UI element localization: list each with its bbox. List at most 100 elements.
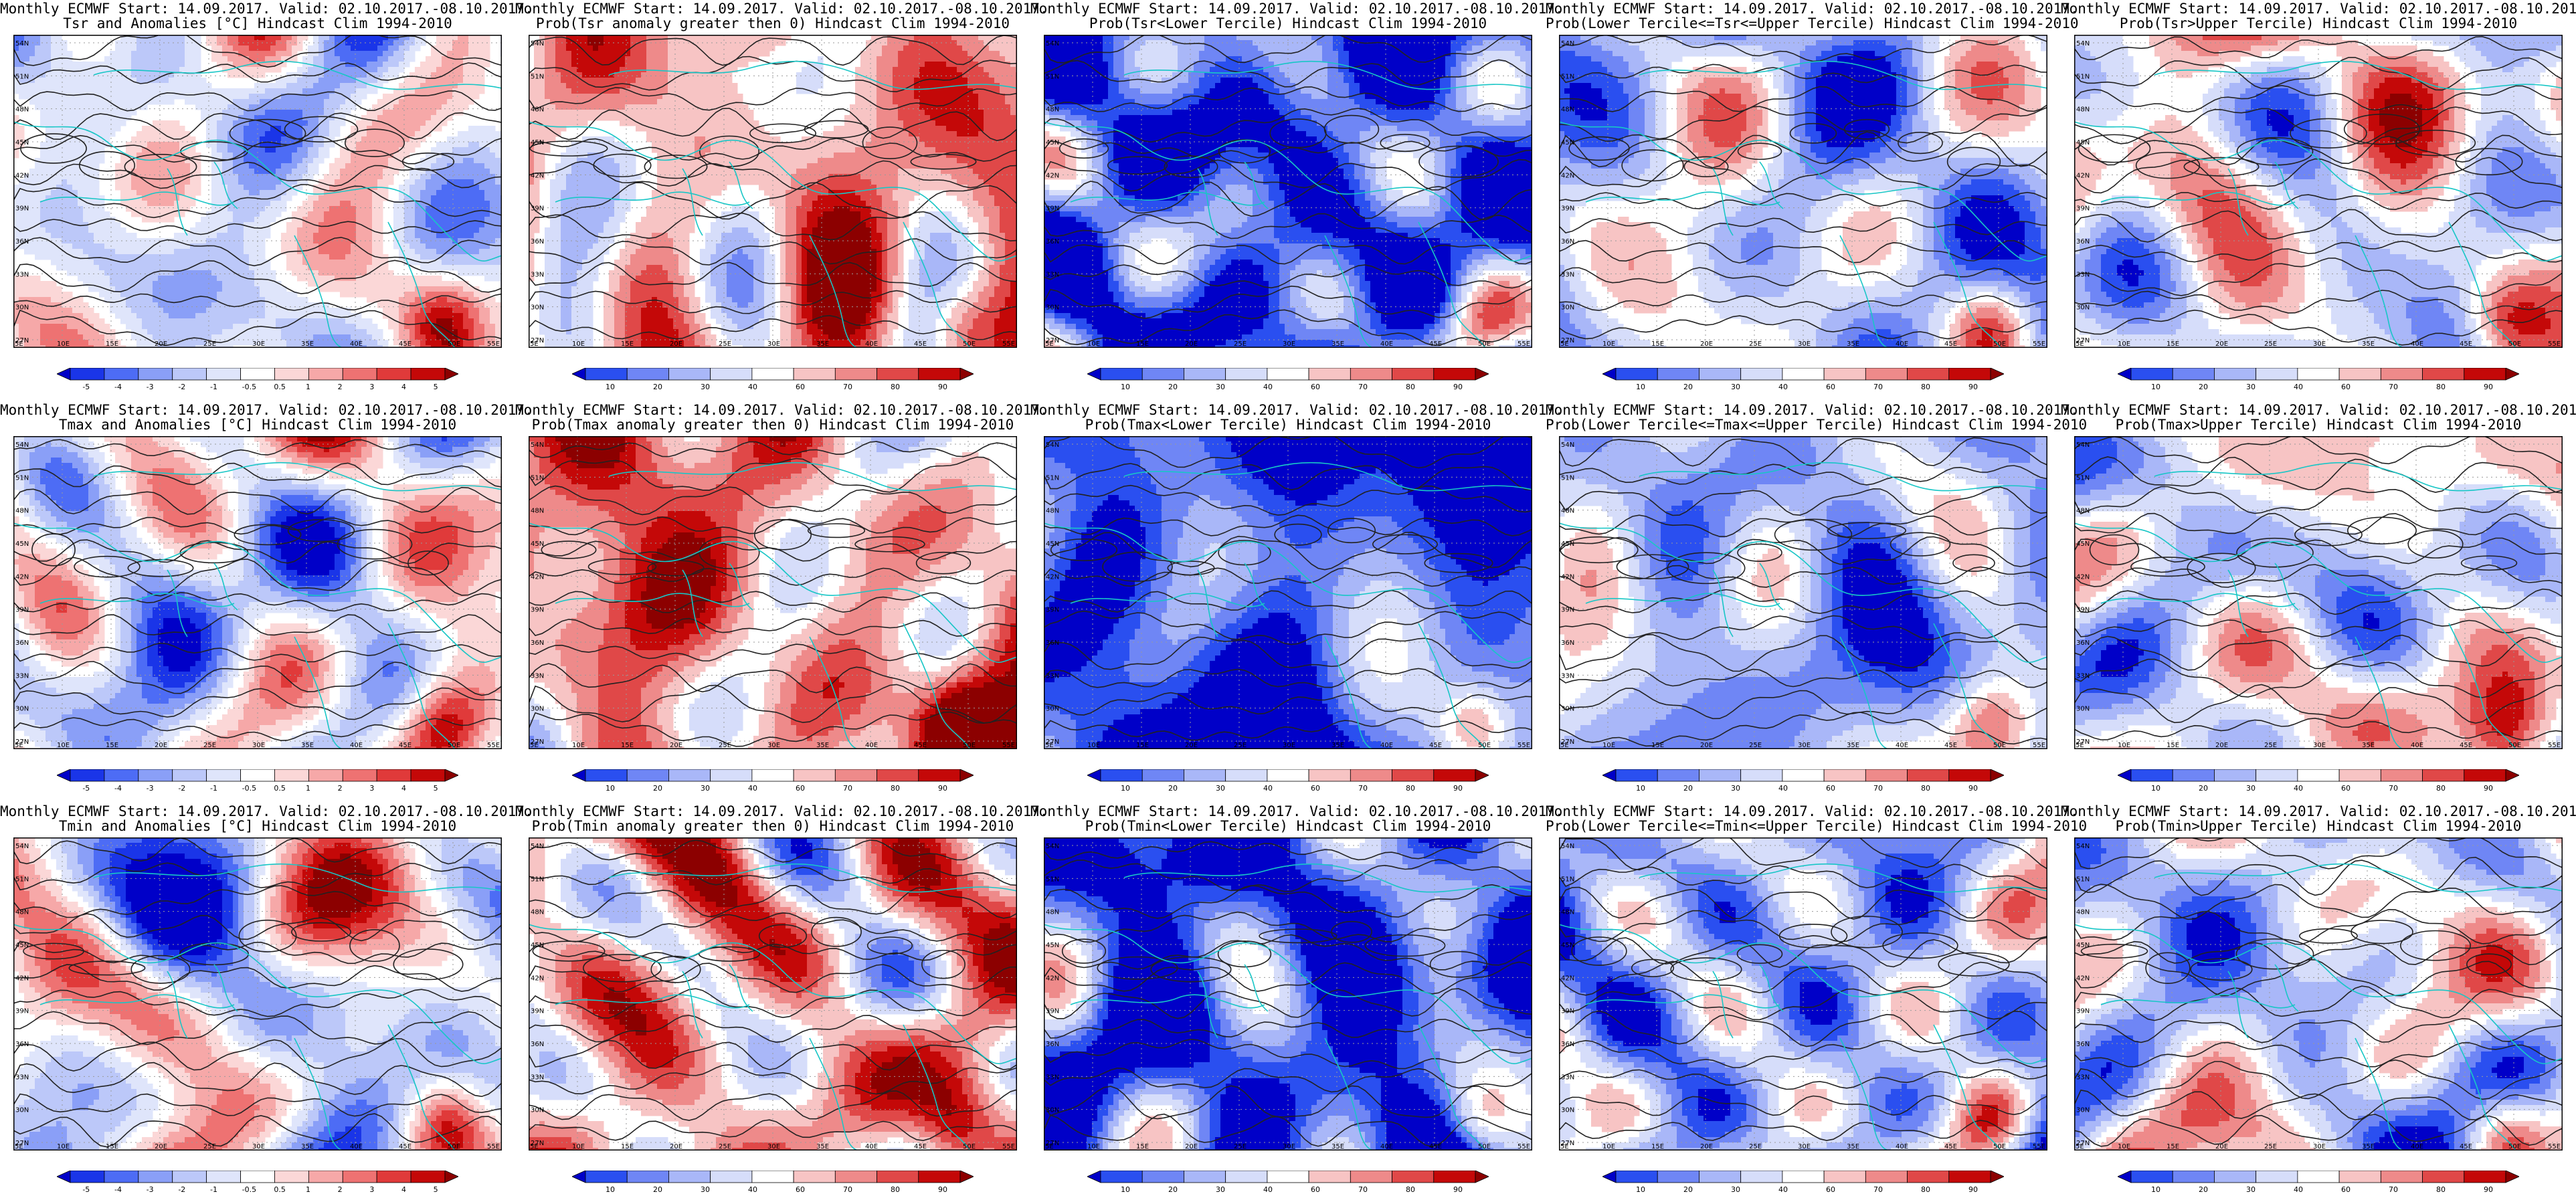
lon-tick-label: 45E (1944, 1143, 1957, 1150)
lon-tick-label: 35E (301, 742, 314, 749)
lon-tick-label: 55E (487, 1143, 500, 1150)
colorbar-tick-label: 80 (1921, 1185, 1930, 1194)
colorbar-tick-label: 30 (1216, 383, 1225, 391)
colorbar-legend: -5 -4 -3 -2 -1 -0.5 0.5 1 2 3 4 5 (57, 368, 458, 395)
lat-tick-label: 36N (2076, 238, 2090, 245)
colorbar-tick-label: 2 (338, 784, 343, 793)
colorbar-legend: 10 20 30 40 60 70 80 90 (572, 1171, 974, 1197)
forecast-map: 54N 51N 48N 45N 42N 39N 36N 33N 30N 27N 5E 10E 15E 20… (2074, 436, 2563, 749)
lon-tick-label: 55E (2033, 1143, 2045, 1150)
lon-tick-label: 5E (530, 340, 539, 348)
lon-tick-label: 15E (621, 1143, 634, 1150)
colorbar-tick-label: 70 (1358, 1185, 1368, 1194)
lon-tick-label: 35E (301, 1143, 314, 1150)
panel-title-line2: Prob(Tmin>Upper Tercile) Hindcast Clim 1… (2061, 819, 2576, 833)
lon-tick-label: 50E (1993, 742, 2006, 749)
lon-tick-label: 20E (155, 742, 167, 749)
lon-tick-label: 40E (350, 742, 363, 749)
lat-tick-label: 39N (1046, 205, 1059, 213)
colorbar-tick-label: -0.5 (242, 1185, 256, 1194)
lon-tick-label: 40E (1896, 1143, 1908, 1150)
forecast-map: 54N 51N 48N 45N 42N 39N 36N 33N 30N 27N 5E 10E 15E 20… (2074, 35, 2563, 348)
panel-title-line2: Tsr and Anomalies [°C] Hindcast Clim 199… (0, 16, 515, 31)
lon-tick-label: 55E (2548, 340, 2561, 348)
lat-tick-label: 33N (2076, 271, 2090, 278)
colorbar-tick-label: 80 (2436, 784, 2446, 793)
panel-title-line2: Prob(Lower Tercile<=Tmin<=Upper Tercile)… (1546, 819, 2061, 833)
lat-tick-label: 54N (2076, 441, 2090, 449)
lon-tick-label: 30E (767, 742, 780, 749)
colorbar-tick-label: 2 (338, 383, 343, 391)
lon-tick-label: 25E (203, 340, 216, 348)
panel-title-line2: Prob(Tmax>Upper Tercile) Hindcast Clim 1… (2061, 417, 2576, 432)
forecast-map-panel: Monthly ECMWF Start: 14.09.2017. Valid: … (1546, 0, 2061, 401)
lon-tick-label: 20E (155, 1143, 167, 1150)
lat-tick-label: 51N (2076, 876, 2090, 883)
colorbar-tick-label: 60 (2341, 1185, 2351, 1194)
lat-tick-label: 42N (531, 975, 544, 982)
lon-tick-label: 20E (2215, 340, 2228, 348)
lat-tick-label: 33N (15, 271, 29, 278)
colorbar-tick-label: 1 (306, 784, 310, 793)
lon-tick-label: 40E (2411, 742, 2423, 749)
lat-tick-label: 51N (1561, 876, 1574, 883)
lon-tick-label: 35E (1331, 742, 1344, 749)
forecast-map: 54N 51N 48N 45N 42N 39N 36N 33N 30N 27N 5E 10E 15E 20… (13, 35, 502, 348)
colorbar: 10 20 30 40 60 70 80 90 (1087, 769, 1489, 793)
colorbar-tick-label: 80 (1921, 784, 1930, 793)
lon-tick-label: 10E (1602, 1143, 1615, 1150)
lon-tick-label: 10E (572, 340, 585, 348)
forecast-map: 54N 51N 48N 45N 42N 39N 36N 33N 30N 27N 5E 10E 15E 20… (529, 436, 1017, 749)
lon-tick-label: 35E (816, 340, 829, 348)
lat-tick-label: 33N (15, 672, 29, 680)
lon-tick-label: 45E (1429, 742, 1442, 749)
lat-tick-label: 48N (531, 909, 544, 916)
forecast-map-panel: Monthly ECMWF Start: 14.09.2017. Valid: … (2061, 0, 2576, 401)
lat-tick-label: 45N (1561, 139, 1574, 146)
lat-tick-label: 48N (2076, 106, 2090, 114)
lon-tick-label: 40E (2411, 1143, 2423, 1150)
lat-tick-label: 54N (531, 40, 544, 47)
colorbar-tick-label: 80 (891, 784, 900, 793)
lon-tick-label: 5E (15, 340, 23, 348)
forecast-map-panel: Monthly ECMWF Start: 14.09.2017. Valid: … (1030, 0, 1546, 401)
forecast-map: 54N 51N 48N 45N 42N 39N 36N 33N 30N 27N 5E 10E 15E 20… (1044, 35, 1532, 348)
lon-tick-label: 30E (1798, 340, 1811, 348)
lat-tick-label: 39N (15, 1008, 29, 1015)
colorbar-tick-label: -1 (210, 784, 217, 793)
lat-tick-label: 45N (1561, 942, 1574, 949)
colorbar: 10 20 30 40 60 70 80 90 (572, 1171, 974, 1194)
colorbar-tick-label: 80 (1921, 383, 1930, 391)
lon-tick-label: 15E (1136, 340, 1149, 348)
lon-tick-label: 45E (399, 742, 411, 749)
colorbar-tick-label: 2 (338, 1185, 343, 1194)
lat-tick-label: 45N (15, 942, 29, 949)
lon-tick-label: 35E (816, 1143, 829, 1150)
colorbar-tick-label: 10 (2151, 1185, 2160, 1194)
colorbar-tick-label: -0.5 (242, 383, 256, 391)
colorbar-tick-label: 10 (1121, 1185, 1130, 1194)
colorbar-tick-label: 60 (1826, 383, 1835, 391)
forecast-map: 54N 51N 48N 45N 42N 39N 36N 33N 30N 27N 5E 10E 15E 20… (529, 35, 1017, 348)
lon-tick-label: 30E (767, 340, 780, 348)
colorbar-tick-label: -5 (82, 383, 90, 391)
lat-tick-label: 51N (1046, 474, 1059, 482)
lon-tick-label: 35E (1331, 1143, 1344, 1150)
lon-tick-label: 40E (865, 742, 878, 749)
lon-tick-label: 5E (1560, 742, 1569, 749)
lon-tick-label: 40E (1380, 340, 1393, 348)
lat-tick-label: 30N (2076, 706, 2090, 713)
colorbar-tick-label: 5 (434, 784, 438, 793)
colorbar-tick-label: 10 (606, 1185, 615, 1194)
lon-tick-label: 45E (399, 340, 411, 348)
colorbar-tick-label: 30 (2246, 784, 2256, 793)
colorbar-tick-label: 70 (1358, 383, 1368, 391)
lat-tick-label: 48N (531, 508, 544, 515)
colorbar-tick-label: -2 (178, 1185, 185, 1194)
lat-tick-label: 48N (531, 106, 544, 114)
lon-tick-label: 45E (2460, 340, 2472, 348)
lat-tick-label: 42N (15, 172, 29, 179)
lon-tick-label: 15E (1651, 742, 1664, 749)
colorbar-tick-label: 90 (1453, 784, 1463, 793)
forecast-map-panel: Monthly ECMWF Start: 14.09.2017. Valid: … (1546, 401, 2061, 803)
